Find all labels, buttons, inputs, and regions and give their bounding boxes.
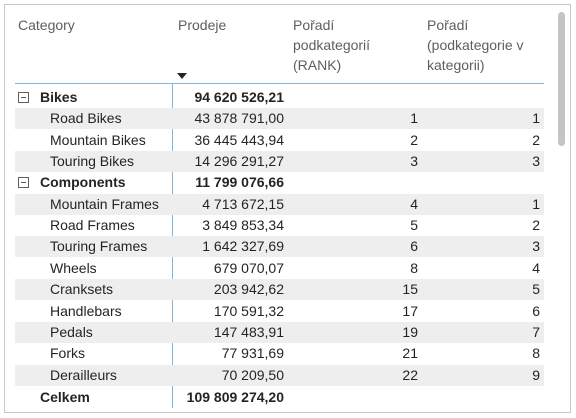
subcategory: Mountain Frames (50, 195, 159, 212)
row-band (15, 151, 544, 173)
rank: 17 (402, 302, 418, 319)
row-band (15, 321, 544, 343)
subcategory: Wheels (50, 259, 97, 276)
sales: 1 642 327,69 (202, 238, 284, 255)
group-name: Components (40, 174, 126, 191)
column-header: Pořadí (293, 17, 335, 33)
rank-in-category: 2 (532, 131, 540, 148)
rank-in-category: 2 (532, 217, 540, 234)
sales: 170 591,32 (213, 302, 284, 319)
rank: 19 (402, 323, 418, 340)
rank-in-category: 1 (532, 110, 540, 127)
sales: 77 931,69 (221, 345, 284, 362)
group-sales: 94 620 526,21 (194, 89, 284, 105)
row-band (15, 364, 544, 386)
subcategory: Forks (50, 345, 85, 362)
rank: 21 (402, 345, 418, 362)
rank: 5 (410, 217, 418, 234)
rank: 6 (410, 238, 418, 255)
subcategory: Road Bikes (50, 110, 122, 127)
sales: 70 209,50 (221, 366, 284, 383)
subcategory: Pedals (50, 323, 93, 340)
rank-in-category: 7 (532, 323, 540, 340)
rank-in-category: 1 (532, 195, 540, 212)
rank-in-category: 5 (532, 281, 540, 298)
row-band (15, 193, 544, 215)
rank-in-category: 4 (532, 259, 540, 276)
rank: 3 (410, 153, 418, 170)
header-rule (15, 83, 544, 84)
sales: 36 445 443,94 (194, 131, 284, 148)
sales: 14 296 291,27 (194, 153, 284, 170)
rank: 22 (402, 366, 418, 383)
subcategory: Handlebars (50, 302, 122, 319)
total-label: Celkem (40, 389, 90, 405)
row-band (15, 279, 544, 301)
rank-in-category: 8 (532, 345, 540, 362)
column-header: Prodeje (178, 17, 227, 33)
sales: 3 849 853,34 (202, 217, 284, 234)
rank: 2 (410, 131, 418, 148)
rank: 1 (410, 110, 418, 127)
sales: 4 713 672,15 (202, 195, 284, 212)
column-header: podkategorií (293, 37, 371, 53)
rank-in-category: 6 (532, 302, 540, 319)
subcategory: Mountain Bikes (50, 131, 146, 148)
column-header: (podkategorie v (427, 37, 524, 53)
sales: 43 878 791,00 (194, 110, 284, 127)
rank: 15 (402, 281, 418, 298)
column-header: kategorii) (427, 57, 485, 73)
sales: 679 070,07 (213, 259, 284, 276)
subcategory: Cranksets (50, 281, 114, 298)
row-band (15, 236, 544, 258)
sales: 147 483,91 (213, 323, 284, 340)
total-sales: 109 809 274,20 (186, 389, 284, 405)
rank-in-category: 3 (532, 238, 540, 255)
table-frame (4, 4, 571, 413)
subcategory: Derailleurs (50, 366, 117, 383)
rank-in-category: 9 (532, 366, 540, 383)
rank-in-category: 3 (532, 153, 540, 170)
row-band (15, 108, 544, 130)
subcategory: Road Frames (50, 217, 135, 234)
rank: 8 (410, 259, 418, 276)
rank: 4 (410, 195, 418, 212)
group-sales: 11 799 076,66 (195, 174, 284, 191)
sales: 203 942,62 (213, 281, 284, 298)
sort-arrow (177, 73, 187, 79)
subcategory: Touring Frames (50, 238, 148, 255)
subcategory: Touring Bikes (50, 153, 135, 170)
collapse-button[interactable] (18, 177, 29, 189)
column-header: Pořadí (427, 17, 469, 33)
group-name: Bikes (40, 89, 78, 105)
column-header: (RANK) (293, 57, 342, 73)
column-header: Category (18, 17, 75, 33)
collapse-button[interactable] (18, 92, 29, 103)
scrollbar-thumb[interactable] (558, 12, 565, 146)
